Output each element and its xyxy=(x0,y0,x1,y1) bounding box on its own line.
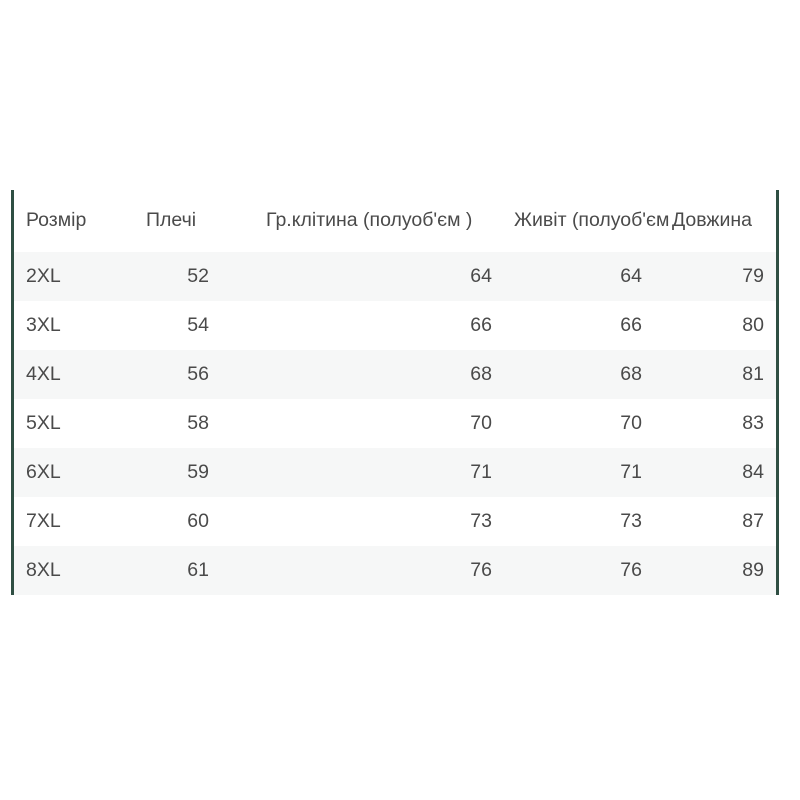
cell-belly: 73 xyxy=(620,509,642,532)
cell-chest: 73 xyxy=(470,509,492,532)
cell-shoulders: 54 xyxy=(187,313,209,336)
cell-belly: 71 xyxy=(620,460,642,483)
cell-length: 83 xyxy=(742,411,764,434)
cell-size: 6XL xyxy=(26,460,61,483)
cell-belly: 76 xyxy=(620,558,642,581)
cell-belly: 68 xyxy=(620,362,642,385)
cell-shoulders: 61 xyxy=(187,558,209,581)
cell-belly: 66 xyxy=(620,313,642,336)
column-header-chest: Гр.клітина (полуоб'єм ) xyxy=(266,209,473,232)
cell-length: 80 xyxy=(742,313,764,336)
column-header-belly: Живіт (полуоб'єм xyxy=(514,209,670,232)
table-body: 2XL 52 64 64 79 3XL 54 66 66 80 4XL 56 6… xyxy=(14,252,776,595)
cell-chest: 70 xyxy=(470,411,492,434)
cell-size: 3XL xyxy=(26,313,61,336)
cell-chest: 76 xyxy=(470,558,492,581)
cell-shoulders: 59 xyxy=(187,460,209,483)
cell-chest: 66 xyxy=(470,313,492,336)
table-row: 3XL 54 66 66 80 xyxy=(14,301,776,350)
cell-length: 84 xyxy=(742,460,764,483)
cell-chest: 64 xyxy=(470,264,492,287)
cell-length: 87 xyxy=(742,509,764,532)
cell-size: 8XL xyxy=(26,558,61,581)
cell-length: 89 xyxy=(742,558,764,581)
table-row: 8XL 61 76 76 89 xyxy=(14,546,776,595)
column-header-shoulders: Плечі xyxy=(146,209,197,232)
column-header-length: Довжина xyxy=(672,209,752,232)
cell-shoulders: 60 xyxy=(187,509,209,532)
cell-size: 4XL xyxy=(26,362,61,385)
cell-shoulders: 56 xyxy=(187,362,209,385)
cell-chest: 71 xyxy=(470,460,492,483)
table-row: 2XL 52 64 64 79 xyxy=(14,252,776,301)
size-chart-table: Розмір Плечі Гр.клітина (полуоб'єм ) Жив… xyxy=(14,190,776,595)
cell-shoulders: 58 xyxy=(187,411,209,434)
cell-length: 81 xyxy=(742,362,764,385)
cell-chest: 68 xyxy=(470,362,492,385)
cell-size: 5XL xyxy=(26,411,61,434)
table-row: 5XL 58 70 70 83 xyxy=(14,399,776,448)
cell-shoulders: 52 xyxy=(187,264,209,287)
cell-size: 2XL xyxy=(26,264,61,287)
cell-belly: 64 xyxy=(620,264,642,287)
column-header-size: Розмір xyxy=(26,209,87,232)
cell-belly: 70 xyxy=(620,411,642,434)
table-row: 7XL 60 73 73 87 xyxy=(14,497,776,546)
cell-length: 79 xyxy=(742,264,764,287)
table-row: 4XL 56 68 68 81 xyxy=(14,350,776,399)
table-header-row: Розмір Плечі Гр.клітина (полуоб'єм ) Жив… xyxy=(14,190,776,252)
table-header: Розмір Плечі Гр.клітина (полуоб'єм ) Жив… xyxy=(14,190,776,252)
table-row: 6XL 59 71 71 84 xyxy=(14,448,776,497)
size-chart-container: Розмір Плечі Гр.клітина (полуоб'єм ) Жив… xyxy=(11,190,779,595)
cell-size: 7XL xyxy=(26,509,61,532)
